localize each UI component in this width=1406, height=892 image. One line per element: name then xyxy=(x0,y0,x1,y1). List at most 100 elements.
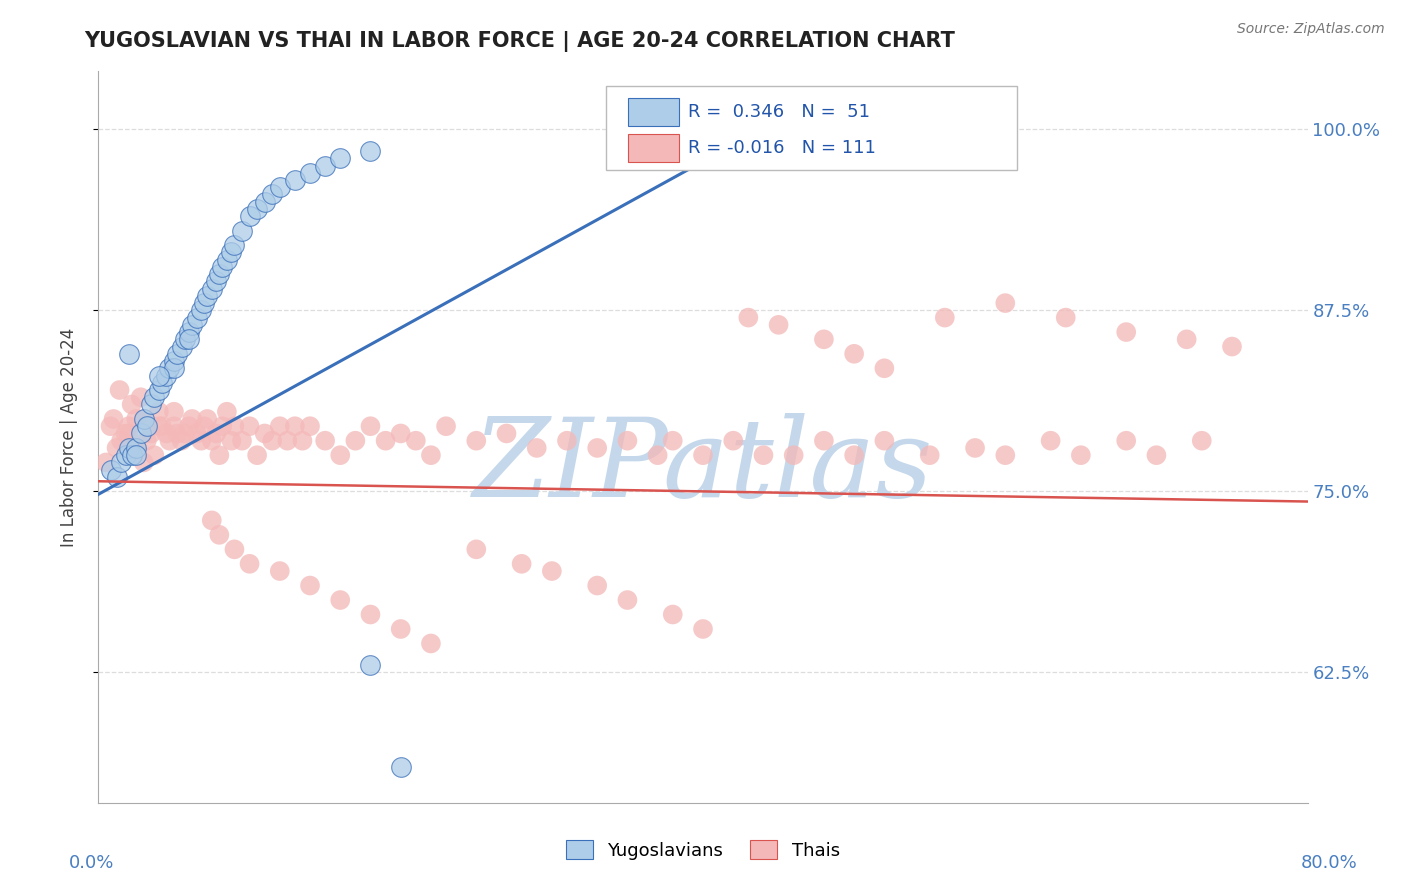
Point xyxy=(121,448,143,462)
Point xyxy=(195,289,218,303)
Point xyxy=(253,194,276,209)
Point xyxy=(1070,448,1092,462)
Point xyxy=(190,303,212,318)
Point xyxy=(163,419,186,434)
Point xyxy=(224,542,246,557)
Point xyxy=(170,434,193,448)
Text: 0.0%: 0.0% xyxy=(69,855,114,872)
Point xyxy=(150,419,173,434)
Point xyxy=(231,434,253,448)
Point xyxy=(179,419,201,434)
Point xyxy=(616,593,638,607)
Point xyxy=(193,296,215,310)
Point xyxy=(224,419,246,434)
Point xyxy=(692,448,714,462)
Point xyxy=(420,448,443,462)
Point xyxy=(231,224,253,238)
Point xyxy=(284,173,307,187)
Point xyxy=(163,405,186,419)
Point xyxy=(132,412,155,426)
Point xyxy=(211,260,233,274)
Point xyxy=(125,441,148,455)
Point xyxy=(291,434,314,448)
Point xyxy=(389,622,412,636)
Point xyxy=(105,470,128,484)
Point xyxy=(465,542,488,557)
Point xyxy=(360,144,382,158)
Point xyxy=(118,419,141,434)
Point xyxy=(239,557,262,571)
Point xyxy=(314,159,336,173)
Point xyxy=(813,434,835,448)
Point xyxy=(205,274,228,288)
Point xyxy=(135,434,157,448)
Point xyxy=(114,448,136,462)
Point xyxy=(94,455,117,469)
Point xyxy=(269,564,291,578)
Point xyxy=(148,419,170,434)
Point xyxy=(201,434,224,448)
Point xyxy=(125,441,148,455)
Point xyxy=(1115,325,1137,339)
Point xyxy=(135,419,157,434)
Point xyxy=(179,332,201,346)
Text: Source: ZipAtlas.com: Source: ZipAtlas.com xyxy=(1237,22,1385,37)
Point xyxy=(692,622,714,636)
Text: R =  0.346   N =  51: R = 0.346 N = 51 xyxy=(689,103,870,121)
Point xyxy=(129,390,152,404)
Text: R = -0.016   N = 111: R = -0.016 N = 111 xyxy=(689,139,876,157)
Point xyxy=(205,426,228,441)
Point xyxy=(173,426,195,441)
Point xyxy=(434,419,457,434)
Point xyxy=(221,245,243,260)
Point xyxy=(813,332,835,346)
Point xyxy=(148,405,170,419)
Point xyxy=(526,441,548,455)
Point xyxy=(314,434,336,448)
Point xyxy=(125,412,148,426)
Point xyxy=(994,448,1017,462)
Point xyxy=(190,434,212,448)
Point xyxy=(555,434,578,448)
Point xyxy=(661,607,683,622)
Point xyxy=(129,426,152,441)
Point xyxy=(186,426,208,441)
Point xyxy=(201,513,224,527)
Point xyxy=(360,419,382,434)
Point xyxy=(405,434,427,448)
Point xyxy=(389,759,412,773)
Point xyxy=(100,419,122,434)
Point xyxy=(163,354,186,368)
Point xyxy=(389,426,412,441)
Point xyxy=(374,434,396,448)
Point xyxy=(173,332,195,346)
Point xyxy=(110,455,132,469)
Point xyxy=(299,166,322,180)
Point xyxy=(155,426,177,441)
Point xyxy=(121,397,143,411)
Point xyxy=(1220,340,1243,354)
Point xyxy=(193,419,215,434)
Point xyxy=(239,419,262,434)
Point xyxy=(844,448,866,462)
Point xyxy=(150,376,173,390)
Point xyxy=(299,419,322,434)
Point xyxy=(141,397,163,411)
Point xyxy=(1191,434,1213,448)
Point xyxy=(329,448,352,462)
Point xyxy=(215,405,238,419)
Point xyxy=(166,347,188,361)
Point xyxy=(208,267,231,281)
Point xyxy=(163,361,186,376)
Legend: Yugoslavians, Thais: Yugoslavians, Thais xyxy=(558,833,848,867)
Point xyxy=(510,557,533,571)
Point xyxy=(329,593,352,607)
Point xyxy=(186,310,208,325)
Point xyxy=(155,368,177,383)
Point xyxy=(108,383,131,397)
Point xyxy=(1115,434,1137,448)
Point xyxy=(269,419,291,434)
Point xyxy=(110,434,132,448)
Point xyxy=(299,578,322,592)
Text: ZIPatlas: ZIPatlas xyxy=(472,413,934,520)
